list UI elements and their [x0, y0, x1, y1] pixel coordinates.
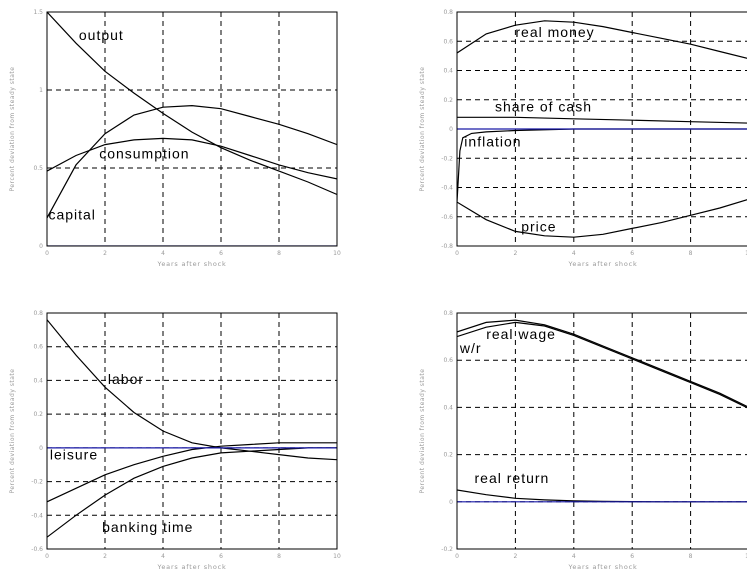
y-tick-label: 0.5	[33, 165, 43, 172]
x-tick-label: 8	[277, 553, 281, 560]
x-tick-label: 4	[161, 250, 165, 257]
x-tick-label: 10	[745, 250, 747, 257]
annotation-inflation: inflation	[464, 134, 521, 150]
annotation-price: price	[521, 218, 556, 234]
chart-panel-2: 0 2 4 6 8 10 -0.8 -0.6 -0.4 -0.2 0 0.2 0.4 0.6 0.8 Year…	[419, 9, 747, 268]
x-axis-label: Years after shock	[567, 563, 637, 571]
y-tick-label: 0.8	[443, 9, 453, 16]
series-line-output	[47, 12, 337, 196]
plot-frame	[46, 11, 338, 247]
annotation-banking-time: banking time	[102, 519, 193, 535]
x-tick-label: 6	[630, 250, 634, 257]
x-tick-label: 10	[333, 553, 341, 560]
chart-panel-3: 0 2 4 6 8 10 -0.6 -0.4 -0.2 0 0.2 0.4 0.6 0.8 Years af…	[9, 310, 341, 571]
x-tick-label: 2	[513, 250, 517, 257]
x-tick-label: 4	[572, 250, 576, 257]
y-tick-label: -0.4	[441, 185, 453, 192]
series-line-price	[457, 199, 747, 238]
series-line-labor	[47, 319, 337, 461]
x-tick-label: 8	[277, 250, 281, 257]
y-tick-label: 0.8	[33, 310, 43, 317]
series-line-share-of-cash	[457, 116, 747, 124]
series-line-real-wage	[457, 319, 747, 408]
series-line-consumption	[47, 137, 337, 180]
x-tick-label: 8	[689, 250, 693, 257]
plot-frame	[456, 11, 747, 247]
plot-frame	[46, 312, 338, 550]
y-tick-label: 0	[39, 445, 43, 452]
y-tick-label: -0.6	[441, 214, 453, 221]
series-line-real-money	[457, 20, 747, 59]
y-tick-label: 0	[39, 243, 43, 250]
y-axis-label: Percent deviation from steady state	[419, 369, 426, 494]
x-axis-label: Years after shock	[156, 260, 226, 268]
y-tick-label: 0	[449, 499, 453, 506]
series-line-w-r	[457, 321, 747, 409]
y-tick-label: -0.2	[31, 479, 43, 486]
x-tick-label: 0	[45, 553, 49, 560]
annotation-share-of-cash: share of cash	[495, 98, 592, 114]
annotation-real-money: real money	[515, 24, 594, 40]
y-tick-label: -0.2	[441, 546, 453, 553]
y-tick-label: 0.6	[443, 357, 453, 364]
annotation-labor: labor	[108, 371, 144, 387]
y-tick-label: -0.6	[31, 546, 43, 553]
x-tick-label: 6	[219, 250, 223, 257]
x-tick-label: 8	[689, 553, 693, 560]
y-tick-label: 0.6	[443, 38, 453, 45]
plot-frame	[456, 312, 747, 550]
x-tick-label: 2	[103, 553, 107, 560]
x-tick-label: 4	[161, 553, 165, 560]
annotation-real-wage: real wage	[486, 326, 556, 342]
y-axis-label: Percent deviation from steady state	[419, 67, 426, 192]
y-tick-label: 0.4	[443, 404, 453, 411]
annotation-w-r: w/r	[459, 340, 482, 356]
y-tick-label: -0.8	[441, 243, 453, 250]
chart-panel-1: 0 2 4 6 8 10 0 0.5 1 1.5 Years after shock Percent …	[9, 9, 341, 268]
x-tick-label: 2	[103, 250, 107, 257]
series-line-banking-time	[47, 447, 337, 538]
x-tick-label: 0	[455, 553, 459, 560]
y-axis-label: Percent deviation from steady state	[9, 67, 16, 192]
y-tick-label: 0.4	[33, 377, 43, 384]
series-line-leisure	[47, 442, 337, 503]
annotation-leisure: leisure	[50, 447, 98, 463]
x-axis-label: Years after shock	[156, 563, 226, 571]
x-tick-label: 6	[630, 553, 634, 560]
series-line-real-return	[457, 489, 747, 503]
y-tick-label: -0.4	[31, 512, 43, 519]
y-tick-label: 0.8	[443, 310, 453, 317]
y-tick-label: 0.2	[443, 452, 453, 459]
x-tick-label: 4	[572, 553, 576, 560]
annotation-real-return: real return	[475, 470, 550, 486]
annotation-capital: capital	[48, 206, 95, 222]
y-axis-label: Percent deviation from steady state	[9, 369, 16, 494]
y-tick-label: 1	[39, 87, 43, 94]
y-tick-label: 0.4	[443, 68, 453, 75]
series-line-capital	[47, 104, 337, 219]
x-tick-label: 0	[45, 250, 49, 257]
x-tick-label: 10	[333, 250, 341, 257]
annotation-output: output	[79, 27, 124, 43]
x-tick-label: 2	[513, 553, 517, 560]
x-axis-label: Years after shock	[567, 260, 637, 268]
y-tick-label: 0.6	[33, 344, 43, 351]
x-tick-label: 6	[219, 553, 223, 560]
y-tick-label: 0.2	[443, 97, 453, 104]
x-tick-label: 0	[455, 250, 459, 257]
x-tick-label: 10	[745, 553, 747, 560]
y-tick-label: 0	[449, 126, 453, 133]
annotation-consumption: consumption	[99, 146, 189, 162]
y-tick-label: 1.5	[33, 9, 43, 16]
y-tick-label: 0.2	[33, 411, 43, 418]
y-tick-label: -0.2	[441, 155, 453, 162]
